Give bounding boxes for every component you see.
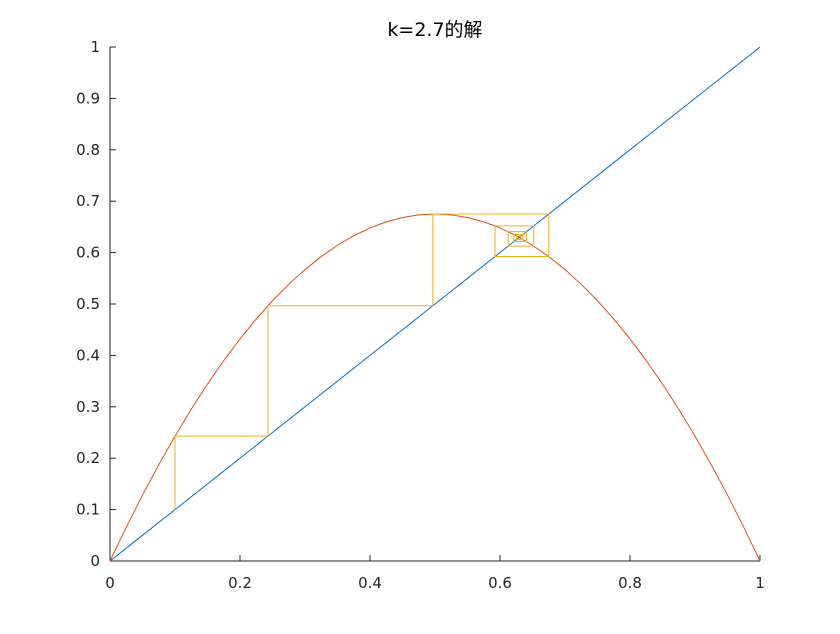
y-tick-label: 0.8	[76, 141, 100, 159]
series-line	[109, 213, 761, 562]
y-tick-label: 0.7	[76, 192, 100, 210]
chart-title: k=2.7的解	[387, 19, 482, 41]
x-tick-label: 0.8	[618, 574, 642, 592]
x-tick-label: 0.2	[228, 574, 252, 592]
y-tick-label: 0.4	[76, 346, 100, 364]
y-tick-label: 0.3	[76, 398, 100, 416]
x-tick-label: 0.6	[488, 574, 512, 592]
series-line	[109, 46, 761, 562]
x-tick-label: 0.4	[358, 574, 382, 592]
y-tick-label: 0	[90, 552, 100, 570]
y-tick-label: 0.2	[76, 449, 100, 467]
y-tick-label: 0.6	[76, 244, 100, 262]
x-tick-label: 1	[755, 574, 765, 592]
y-tick-label: 0.1	[76, 501, 100, 519]
y-tick-label: 0.5	[76, 295, 100, 313]
y-tick-label: 0.9	[76, 89, 100, 107]
series-line	[174, 213, 550, 510]
x-tick-label: 0	[105, 574, 115, 592]
y-tick-label: 1	[90, 38, 100, 56]
